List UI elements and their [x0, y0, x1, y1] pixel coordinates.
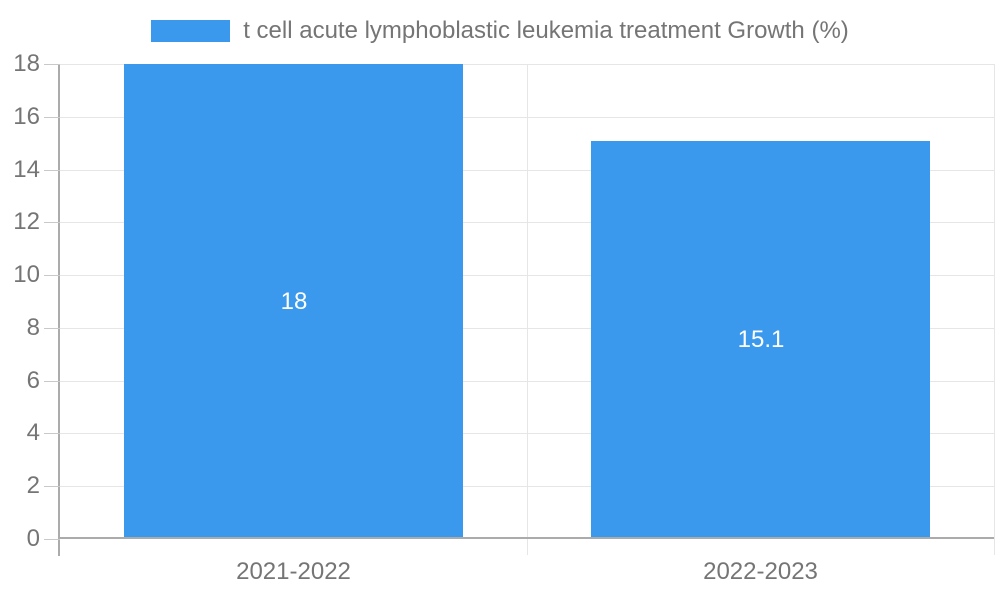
y-tick [44, 275, 60, 276]
y-tick [44, 486, 60, 487]
y-axis-label: 2 [26, 472, 40, 499]
y-axis-label: 4 [26, 419, 40, 446]
bar-value-label: 18 [280, 288, 308, 315]
y-tick [44, 222, 60, 223]
y-axis-label: 6 [26, 367, 40, 394]
y-axis-label: 0 [26, 525, 40, 552]
legend-label: t cell acute lymphoblastic leukemia trea… [243, 17, 849, 44]
x-axis-label: 2021-2022 [236, 558, 351, 585]
bar-2021-2022 [124, 64, 463, 539]
legend-swatch [151, 20, 231, 42]
y-axis-label: 18 [13, 50, 40, 77]
bar-2022-2023 [591, 141, 930, 539]
y-tick [44, 539, 60, 540]
y-tick [44, 381, 60, 382]
y-tick [44, 64, 60, 65]
y-tick [44, 117, 60, 118]
bar-value-label: 15.1 [737, 326, 785, 353]
y-tick [44, 170, 60, 171]
y-axis-label: 12 [13, 208, 40, 235]
chart-legend: t cell acute lymphoblastic leukemia trea… [0, 12, 1000, 50]
category-gridline [527, 64, 528, 555]
x-axis-label: 2022-2023 [703, 558, 818, 585]
y-axis-label: 10 [13, 261, 40, 288]
y-axis-label: 8 [26, 314, 40, 341]
y-tick [44, 328, 60, 329]
x-axis-line [60, 537, 994, 539]
y-axis-label: 14 [13, 156, 40, 183]
y-axis-line [58, 64, 60, 556]
y-axis-label: 16 [13, 103, 40, 130]
y-tick [44, 433, 60, 434]
category-gridline [994, 64, 995, 555]
